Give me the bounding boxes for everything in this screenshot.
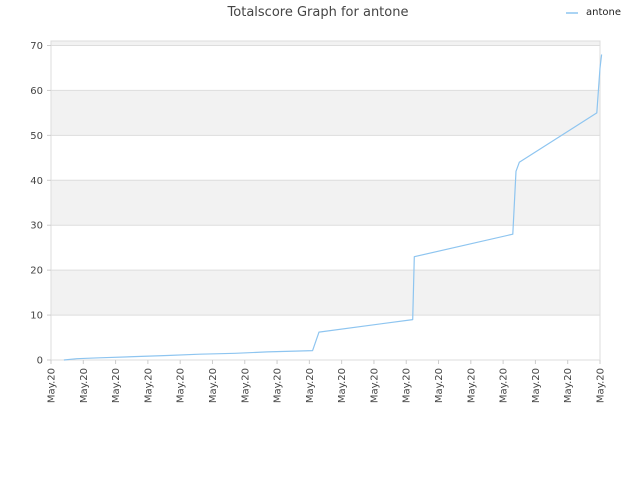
x-tick-label: May.20	[434, 368, 445, 403]
plot-bands	[51, 41, 600, 316]
y-tick-label: 30	[30, 221, 43, 232]
x-tick-label: May.20	[176, 368, 187, 403]
x-tick-label: May.20	[143, 368, 154, 403]
x-tick-label: May.20	[402, 368, 413, 403]
x-tick-label: May.20	[499, 368, 510, 403]
x-tick-label: May.20	[47, 368, 58, 403]
x-tick-label: May.20	[111, 368, 122, 403]
x-tick-label: May.20	[466, 368, 477, 403]
y-axis-ticks: 0 10 20 30 40 50 60 70	[30, 41, 51, 367]
plot-area-border	[50, 40, 601, 361]
legend-label-antone: antone	[586, 7, 621, 18]
series-group	[63, 54, 603, 361]
plot-band	[51, 41, 600, 46]
plot-band	[51, 180, 600, 226]
x-tick-label: May.20	[273, 368, 284, 403]
chart-title: Totalscore Graph for antone	[227, 5, 409, 20]
x-tick-label: May.20	[208, 368, 219, 403]
x-tick-label: May.20	[369, 368, 380, 403]
y-tick-label: 60	[30, 86, 43, 97]
plot-band	[51, 270, 600, 316]
x-axis-ticks: May.20 May.20 May.20 May.20 May.20 May.20 May.…	[47, 360, 607, 403]
series-line-antone	[63, 54, 603, 361]
y-tick-label: 20	[30, 266, 43, 277]
x-tick-label: May.20	[531, 368, 542, 403]
y-tick-label: 50	[30, 131, 43, 142]
x-tick-label: May.20	[240, 368, 251, 403]
y-tick-label: 0	[37, 356, 43, 367]
x-tick-label: May.20	[337, 368, 348, 403]
y-tick-label: 70	[30, 41, 43, 52]
x-tick-label: May.20	[563, 368, 574, 403]
x-tick-label: May.20	[596, 368, 607, 403]
y-tick-label: 10	[30, 311, 43, 322]
legend: antone	[566, 7, 621, 18]
x-tick-label: May.20	[79, 368, 90, 403]
plot-band	[51, 90, 600, 136]
x-tick-label: May.20	[305, 368, 316, 403]
y-tick-label: 40	[30, 176, 43, 187]
